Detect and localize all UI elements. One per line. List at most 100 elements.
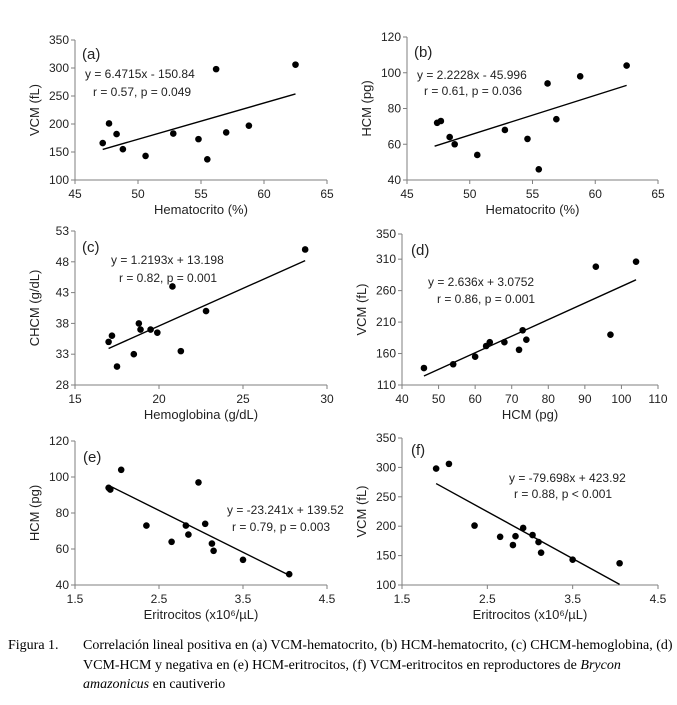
chart-b-y-tick-label: 40 xyxy=(388,173,402,187)
chart-a-trendline xyxy=(102,93,296,151)
chart-e-x-tick-label: 2.5 xyxy=(151,592,168,606)
chart-f-y-tick-label: 150 xyxy=(376,549,396,563)
chart-a-x-tick-label: 60 xyxy=(257,187,271,201)
chart-d-y-tick-label: 350 xyxy=(376,227,396,241)
chart-d-x-tick-label: 70 xyxy=(505,392,519,406)
chart-b-y-tick-label: 100 xyxy=(381,66,401,80)
chart-b-stats: r = 0.61, p = 0.036 xyxy=(424,84,522,98)
chart-e-trendline xyxy=(108,484,290,576)
chart-c-stats: r = 0.82, p = 0.001 xyxy=(119,271,217,285)
chart-f-stats: r = 0.88, p < 0.001 xyxy=(514,487,612,501)
chart-b-x-axis-title: Hematocrito (%) xyxy=(486,202,580,217)
chart-b-trendline xyxy=(434,84,627,147)
chart-d-data-point xyxy=(632,258,640,265)
chart-f-data-point xyxy=(535,538,542,546)
chart-c-data-point xyxy=(113,363,121,370)
chart-b-data-point xyxy=(553,115,560,123)
chart-c-y-tick-label: 38 xyxy=(56,316,70,330)
chart-b-data-point xyxy=(501,126,509,134)
chart-f-x-tick-label: 2.5 xyxy=(479,592,496,606)
chart-d-x-tick-label: 80 xyxy=(542,392,556,406)
chart-d-data-point xyxy=(471,353,479,360)
chart-d-y-tick-label: 310 xyxy=(376,252,396,266)
chart-f-data-point xyxy=(512,532,519,540)
chart-f-data-point xyxy=(519,524,527,532)
chart-c-y-tick-label: 48 xyxy=(56,255,70,269)
chart-a-x-tick-label: 55 xyxy=(194,187,208,201)
chart-e-data-point xyxy=(168,538,175,546)
chart-c-x-tick-label: 30 xyxy=(320,392,334,406)
chart-e-data-point xyxy=(195,479,202,486)
chart-b-data-point xyxy=(623,62,630,69)
chart-b-data-point xyxy=(535,165,543,173)
chart-a-stats: r = 0.57, p = 0.049 xyxy=(93,85,191,99)
chart-a-y-tick-label: 150 xyxy=(49,145,69,159)
chart-f-y-tick-label: 100 xyxy=(376,578,396,592)
chart-e-y-tick-label: 60 xyxy=(56,542,70,556)
chart-c-y-tick-label: 53 xyxy=(56,224,70,238)
chart-c-data-point xyxy=(301,246,309,253)
chart-b: 40 60 80 100 120 45 50 55 60 65 Hematocrito (%) HCM… xyxy=(359,30,665,217)
chart-b-x-tick-label: 65 xyxy=(651,187,665,201)
chart-d-data-point xyxy=(515,346,523,354)
chart-c-x-axis-title: Hemoglobina (g/dL) xyxy=(144,407,258,422)
chart-f-data-point xyxy=(616,559,623,567)
chart-c-data-point xyxy=(130,350,138,358)
chart-d-y-tick-label: 160 xyxy=(376,347,396,361)
chart-c-equation: y = 1.2193x + 13.198 xyxy=(111,253,224,267)
chart-d-data-point xyxy=(592,263,600,271)
chart-e-x-tick-label: 1.5 xyxy=(67,592,84,606)
chart-f-y-axis-title: VCM (fL) xyxy=(354,486,369,538)
chart-b-y-tick-label: 80 xyxy=(388,102,402,116)
caption-text: Correlación lineal positiva en (a) VCM-h… xyxy=(83,636,673,695)
chart-b-data-point xyxy=(451,140,458,148)
chart-a-data-point xyxy=(245,122,253,129)
chart-a-equation: y = 6.4715x - 150.84 xyxy=(85,67,195,81)
chart-b-data-point xyxy=(544,80,551,87)
chart-a-y-tick-label: 250 xyxy=(49,89,69,103)
chart-a-data-point xyxy=(292,61,299,68)
chart-c-panel-label: (c) xyxy=(82,239,100,256)
chart-f-data-point xyxy=(529,531,536,539)
chart-a-y-tick-label: 200 xyxy=(49,117,69,131)
chart-f: 100 150 200 250 300 350 1.5 2.5 3.5 4.5 Eritrocito… xyxy=(354,431,667,622)
chart-e-y-tick-label: 40 xyxy=(56,578,70,592)
chart-a-data-point xyxy=(195,135,202,143)
chart-e-data-point xyxy=(210,547,217,555)
chart-f-x-tick-label: 1.5 xyxy=(394,592,411,606)
chart-c-data-point xyxy=(105,338,112,346)
chart-a-y-tick-label: 350 xyxy=(49,33,69,47)
chart-d-x-tick-label: 60 xyxy=(468,392,482,406)
chart-f-y-tick-label: 300 xyxy=(376,460,396,474)
chart-d-data-point xyxy=(501,338,508,346)
chart-f-x-tick-label: 4.5 xyxy=(650,592,667,606)
chart-c-y-tick-label: 28 xyxy=(56,378,70,392)
chart-e-panel-label: (e) xyxy=(83,449,101,466)
chart-e-data-point xyxy=(239,556,247,564)
chart-b-data-point xyxy=(524,135,531,143)
chart-b-y-axis-title: HCM (pg) xyxy=(359,80,374,136)
chart-d: 110 160 210 260 310 350 40 50 60 70 80 90 100 110 HCM … xyxy=(354,227,668,422)
chart-d-stats: r = 0.86, p = 0.001 xyxy=(437,292,535,306)
chart-c-data-point xyxy=(108,332,116,340)
chart-e-y-axis-title: HCM (pg) xyxy=(27,485,42,541)
chart-a-panel-label: (a) xyxy=(82,46,100,63)
chart-c-data-point xyxy=(154,329,161,336)
chart-e-equation: y = -23.241x + 139.52 xyxy=(227,503,344,517)
chart-a-data-point xyxy=(169,130,177,137)
figure-caption: Figura 1. Correlación lineal positiva en… xyxy=(8,636,673,695)
chart-a-y-tick-label: 300 xyxy=(49,61,69,75)
chart-a-x-tick-label: 65 xyxy=(320,187,334,201)
chart-c-x-tick-label: 25 xyxy=(236,392,250,406)
chart-f-equation: y = -79.698x + 423.92 xyxy=(509,471,626,485)
chart-c-trendline xyxy=(108,259,306,350)
chart-e-data-point xyxy=(182,522,190,529)
chart-d-x-tick-label: 50 xyxy=(432,392,446,406)
chart-e-y-tick-label: 100 xyxy=(49,470,69,484)
chart-d-equation: y = 2.636x + 3.0752 xyxy=(428,275,534,289)
chart-f-trendline xyxy=(435,482,620,585)
chart-c-y-tick-label: 33 xyxy=(56,347,70,361)
chart-e-x-axis-title: Eritrocitos (x10⁶/µL) xyxy=(144,607,259,622)
chart-e-data-point xyxy=(106,486,114,493)
chart-b-y-tick-label: 60 xyxy=(388,137,402,151)
